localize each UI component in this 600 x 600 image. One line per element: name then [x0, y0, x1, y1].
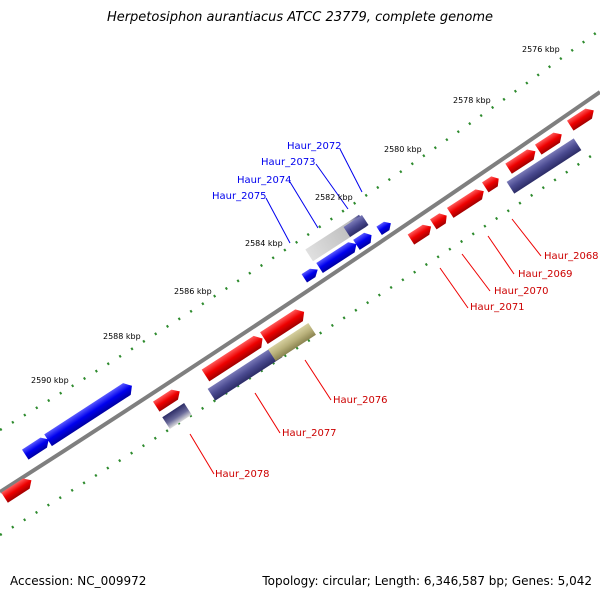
gene-label-haur-2078[interactable]: Haur_2078 — [215, 469, 270, 480]
feature-pseudo-2076[interactable] — [268, 323, 316, 361]
feature-haur-2075[interactable] — [301, 265, 321, 283]
feature-cds-2068[interactable] — [506, 138, 582, 194]
accession-text: Accession: NC_009972 — [10, 574, 147, 588]
feature-haur-2072[interactable] — [376, 219, 393, 236]
gene-label-haur-2076[interactable]: Haur_2076 — [333, 395, 388, 406]
gene-label-haur-2075[interactable]: Haur_2075 — [212, 191, 267, 202]
feature-cds-2073[interactable] — [343, 214, 369, 238]
gene-label-haur-2074[interactable]: Haur_2074 — [237, 175, 292, 186]
genome-backbone — [0, 90, 600, 494]
gene-label-haur-2070[interactable]: Haur_2070 — [494, 286, 549, 297]
scale-label-2588: 2588 kbp — [103, 332, 141, 341]
feature-cds-2078[interactable] — [162, 403, 192, 429]
feature-haur-2069[interactable] — [534, 129, 565, 155]
scale-label-2576: 2576 kbp — [522, 45, 560, 54]
feature-haur-2070b[interactable] — [482, 174, 502, 193]
feature-haur-2080[interactable] — [21, 434, 52, 460]
scale-label-2586: 2586 kbp — [174, 287, 212, 296]
feature-haur-2068[interactable] — [566, 105, 597, 131]
feature-haur-2078a[interactable] — [152, 386, 183, 412]
gene-label-haur-2073[interactable]: Haur_2073 — [261, 157, 316, 168]
scale-label-2590: 2590 kbp — [31, 376, 69, 385]
gene-label-haur-2068[interactable]: Haur_2068 — [544, 251, 599, 262]
gene-label-haur-2072[interactable]: Haur_2072 — [287, 141, 342, 152]
feature-haur-2073b[interactable] — [353, 230, 375, 250]
feature-haur-2071b[interactable] — [430, 211, 450, 230]
scale-label-2582: 2582 kbp — [315, 193, 353, 202]
feature-haur-2076b[interactable] — [201, 333, 267, 382]
feature-haur-2076a[interactable] — [260, 306, 308, 344]
leader-lines-forward — [265, 148, 363, 244]
feature-haur-2074[interactable] — [316, 239, 359, 274]
feature-cds-2076[interactable] — [207, 345, 283, 401]
scale-label-2580: 2580 kbp — [384, 145, 422, 154]
outer-scale-dots — [0, 28, 600, 432]
scale-label-2584: 2584 kbp — [245, 239, 283, 248]
map-title: Herpetosiphon aurantiacus ATCC 23779, co… — [106, 10, 494, 25]
gene-label-haur-2077[interactable]: Haur_2077 — [282, 428, 337, 439]
feature-haur-2071c[interactable] — [407, 221, 435, 245]
genome-info-text: Topology: circular; Length: 6,346,587 bp… — [262, 574, 592, 588]
feature-haur-2070[interactable] — [505, 146, 538, 174]
feature-haur-2071[interactable] — [446, 186, 487, 218]
feature-haur-2079[interactable] — [44, 380, 135, 447]
feature-haur-2081[interactable] — [1, 475, 34, 503]
leader-lines-reverse — [189, 218, 542, 475]
scale-label-2578: 2578 kbp — [453, 96, 491, 105]
gene-label-haur-2071[interactable]: Haur_2071 — [470, 302, 525, 313]
gene-label-haur-2069[interactable]: Haur_2069 — [518, 269, 573, 280]
